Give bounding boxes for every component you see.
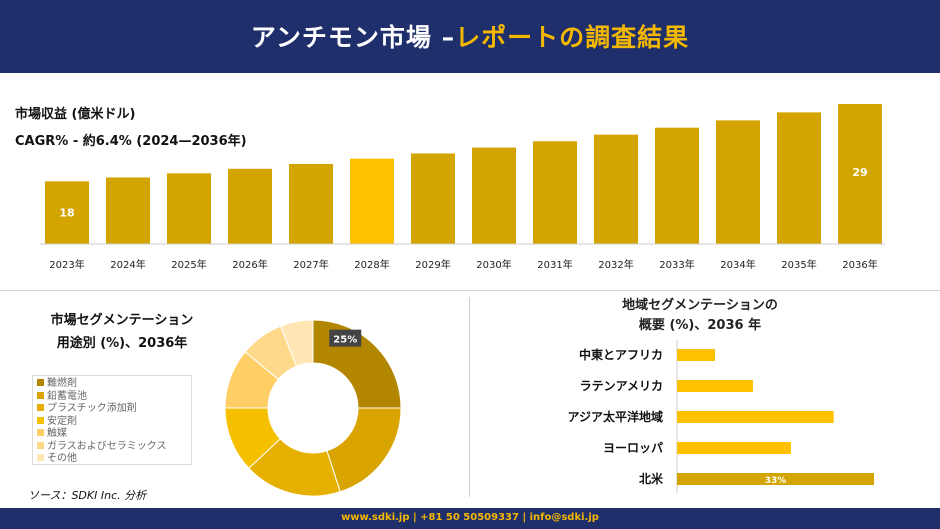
page-title: アンチモン市場 –レポートの調査結果 — [0, 18, 940, 54]
legend-swatch — [37, 416, 44, 424]
legend-label: ガラスおよびセラミックス — [47, 440, 167, 452]
revenue-bar — [594, 134, 638, 244]
donut-slice — [279, 319, 314, 367]
section-divider — [0, 290, 940, 291]
year-tick-label: 2035年 — [781, 258, 816, 271]
legend-swatch — [37, 429, 44, 436]
legend-label: その他 — [47, 453, 77, 464]
segmentation-title: 市場セグメンテーション 用途別 (%)、2036年 — [22, 309, 222, 355]
bar-data-label: 29 — [852, 166, 867, 179]
legend-label: 難燃剤 — [47, 378, 77, 389]
region-label: 北米 — [639, 471, 664, 486]
legend-label: プラスチック添加剤 — [47, 403, 137, 414]
year-tick-label: 2027年 — [293, 258, 328, 271]
legend-item: ガラスおよびセラミックス — [37, 441, 191, 454]
legend-label: 安定剤 — [47, 415, 77, 427]
revenue-bar — [838, 104, 882, 244]
revenue-bar — [655, 127, 699, 244]
legend-swatch — [37, 404, 44, 411]
cagr-label: CAGR% - 約6.4% (2024—2036年) — [15, 134, 247, 149]
year-tick-label: 2036年 — [842, 258, 877, 271]
footer-bar: www.sdki.jp | +81 50 50509337 | info@sdk… — [0, 508, 940, 529]
legend-label: 触媒 — [47, 428, 67, 439]
region-bar — [677, 380, 753, 392]
legend-item: その他 — [37, 453, 191, 466]
footer-contact: www.sdki.jp | +81 50 50509337 | info@sdk… — [341, 512, 599, 523]
revenue-bar — [411, 153, 455, 244]
region-bar — [677, 411, 834, 423]
year-tick-label: 2028年 — [354, 258, 389, 271]
year-tick-label: 2033年 — [659, 258, 694, 271]
legend-item: 触媒 — [37, 428, 191, 441]
legend-item: プラスチック添加剤 — [37, 403, 191, 416]
bar-data-label: 18 — [59, 207, 74, 220]
revenue-bar — [167, 173, 211, 244]
revenue-bar — [472, 147, 516, 244]
revenue-bar — [533, 141, 577, 244]
legend-item: 難燃剤 — [37, 378, 191, 391]
legend-label: 鉛蓄電池 — [47, 390, 87, 402]
revenue-bar — [106, 177, 150, 244]
revenue-bar — [45, 181, 89, 244]
regional-title: 地域セグメンテーションの 概要 (%)、2036 年 — [560, 296, 840, 336]
title-part1: アンチモン市場 – — [250, 23, 456, 52]
year-tick-label: 2031年 — [537, 258, 572, 271]
legend-swatch — [37, 454, 44, 461]
year-tick-label: 2030年 — [476, 258, 511, 271]
donut-data-label: 25% — [333, 335, 357, 346]
legend-item: 鉛蓄電池 — [37, 391, 191, 404]
region-label: アジア太平洋地域 — [567, 409, 663, 424]
donut-legend: 難燃剤 鉛蓄電池 プラスチック添加剤 安定剤 触媒 ガラスおよびセラミックス その他 — [32, 375, 192, 465]
source-note: ソース：SDKI Inc. 分析 — [28, 489, 147, 502]
region-label: ヨーロッパ — [603, 441, 663, 455]
region-bar — [677, 442, 791, 454]
region-label: 中東とアフリカ — [579, 347, 663, 362]
donut-slice — [326, 407, 402, 493]
revenue-bar — [716, 120, 760, 244]
revenue-bar — [777, 112, 821, 244]
region-bar — [677, 473, 874, 485]
region-data-label: 33% — [765, 476, 787, 486]
revenue-bar — [350, 158, 394, 244]
year-tick-label: 2023年 — [49, 258, 84, 271]
year-tick-label: 2024年 — [110, 258, 145, 271]
revenue-bar — [289, 163, 333, 244]
header-banner: アンチモン市場 –レポートの調査結果 — [0, 0, 940, 73]
regional-title-line1: 地域セグメンテーションの — [622, 298, 778, 313]
year-tick-label: 2032年 — [598, 258, 633, 271]
revenue-bar — [228, 168, 272, 244]
year-tick-label: 2029年 — [415, 258, 450, 271]
regional-title-line2: 概要 (%)、2036 年 — [638, 318, 762, 333]
year-tick-label: 2025年 — [171, 258, 206, 271]
region-bar — [677, 349, 715, 361]
donut-label-box — [329, 329, 362, 347]
section-divider-vertical — [469, 297, 470, 497]
year-tick-label: 2034年 — [720, 258, 755, 271]
segmentation-title-line1: 市場セグメンテーション — [50, 313, 194, 328]
legend-swatch — [37, 379, 44, 386]
legend-swatch — [37, 441, 44, 449]
region-label: ラテンアメリカ — [580, 379, 663, 393]
year-tick-label: 2026年 — [232, 258, 267, 271]
market-revenue-label: 市場収益 (億米ドル) — [15, 107, 136, 122]
legend-item: 安定剤 — [37, 416, 191, 429]
title-part2: レポートの調査結果 — [455, 23, 690, 52]
legend-swatch — [37, 391, 44, 399]
segmentation-title-line2: 用途別 (%)、2036年 — [56, 336, 188, 351]
